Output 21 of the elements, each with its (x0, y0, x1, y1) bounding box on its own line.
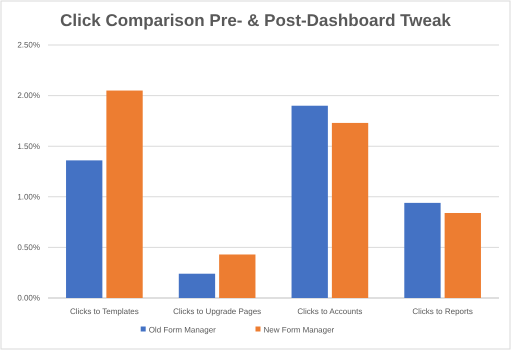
x-tick-label: Clicks to Accounts (297, 307, 362, 316)
y-tick-label: 2.00% (17, 91, 40, 100)
bar (332, 122, 368, 298)
y-tick-label: 1.50% (17, 142, 40, 151)
chart-title: Click Comparison Pre- & Post-Dashboard Tweak (60, 11, 452, 30)
bar (178, 274, 216, 298)
y-tick-label: 0.50% (17, 242, 40, 252)
bar (292, 106, 328, 298)
bar (66, 160, 102, 298)
x-tick-label: Clicks to Templates (70, 307, 139, 316)
bar (106, 90, 143, 298)
bar (444, 212, 481, 298)
y-tick-label: 0.00% (17, 294, 40, 303)
y-tick-label: 2.50% (17, 40, 40, 50)
bar (404, 202, 441, 298)
legend-label: Old Form Manager (148, 326, 216, 335)
x-tick-label: Clicks to Reports (412, 307, 473, 316)
x-tick-label: Clicks to Upgrade Pages (173, 307, 262, 316)
bar (219, 254, 256, 298)
legend-label: New Form Manager (264, 326, 335, 335)
y-tick-label: 1.00% (17, 192, 40, 202)
